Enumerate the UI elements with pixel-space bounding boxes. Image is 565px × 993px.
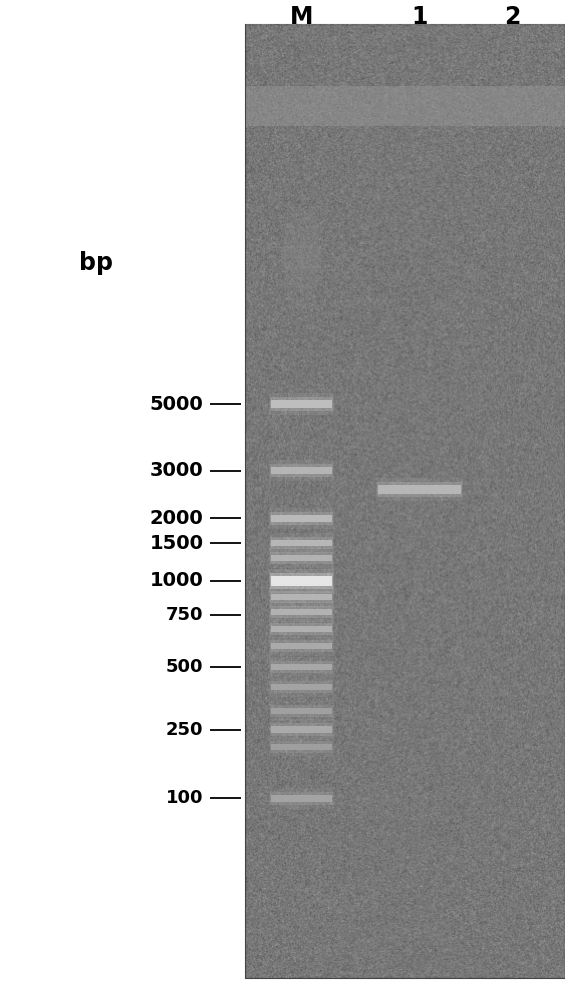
Bar xyxy=(271,705,333,717)
Bar xyxy=(285,226,319,248)
Bar xyxy=(271,794,332,802)
Bar xyxy=(271,684,332,690)
Bar xyxy=(271,552,333,564)
Text: 500: 500 xyxy=(166,658,203,676)
Bar xyxy=(269,788,334,808)
Bar xyxy=(271,591,333,603)
Bar xyxy=(269,701,334,721)
Bar xyxy=(271,681,333,693)
Bar xyxy=(282,246,321,268)
Bar xyxy=(271,664,332,670)
Bar xyxy=(269,393,334,415)
Bar xyxy=(269,677,334,697)
Bar xyxy=(269,657,334,677)
Bar xyxy=(269,460,334,481)
Bar xyxy=(271,640,333,652)
Bar xyxy=(269,508,334,528)
Bar xyxy=(271,540,332,546)
Bar xyxy=(269,619,334,638)
Bar xyxy=(271,464,333,477)
Bar xyxy=(269,719,334,741)
Bar xyxy=(271,609,332,615)
Bar xyxy=(269,587,334,607)
Bar xyxy=(271,661,333,673)
Text: 1500: 1500 xyxy=(149,533,203,553)
Bar xyxy=(246,86,565,126)
Bar xyxy=(269,548,334,568)
Bar xyxy=(269,569,334,593)
Bar xyxy=(376,478,463,500)
Text: 1000: 1000 xyxy=(150,571,203,591)
Bar xyxy=(269,637,334,656)
Bar xyxy=(271,573,333,589)
Text: 750: 750 xyxy=(166,606,203,624)
Bar xyxy=(271,744,332,750)
Bar xyxy=(271,708,332,714)
Bar xyxy=(271,643,332,649)
Bar xyxy=(285,266,319,288)
Bar xyxy=(271,397,333,411)
Text: 3000: 3000 xyxy=(150,461,203,481)
Text: 2000: 2000 xyxy=(150,508,203,528)
Bar xyxy=(271,555,332,561)
Bar xyxy=(378,485,461,494)
Bar xyxy=(271,626,332,632)
Bar xyxy=(271,723,333,737)
Text: 2: 2 xyxy=(504,5,520,29)
Text: M: M xyxy=(290,5,314,29)
Bar xyxy=(271,623,333,635)
Bar xyxy=(271,594,332,600)
Text: 1: 1 xyxy=(411,5,428,29)
Bar xyxy=(377,482,462,496)
Bar xyxy=(287,286,316,308)
Bar xyxy=(287,207,316,228)
Bar xyxy=(271,606,333,618)
Bar xyxy=(271,741,333,753)
Bar xyxy=(269,533,334,553)
Bar xyxy=(269,602,334,622)
Bar xyxy=(271,792,333,804)
Bar xyxy=(271,726,332,733)
Bar xyxy=(271,512,333,524)
Bar xyxy=(271,467,332,474)
Text: bp: bp xyxy=(79,251,113,275)
Bar xyxy=(271,537,333,549)
Bar xyxy=(269,737,334,757)
Bar xyxy=(271,514,332,522)
Text: 100: 100 xyxy=(166,789,203,807)
Bar xyxy=(246,25,565,978)
Text: 5000: 5000 xyxy=(150,394,203,414)
Bar xyxy=(271,400,332,408)
Bar xyxy=(271,576,332,586)
Text: 250: 250 xyxy=(166,721,203,739)
